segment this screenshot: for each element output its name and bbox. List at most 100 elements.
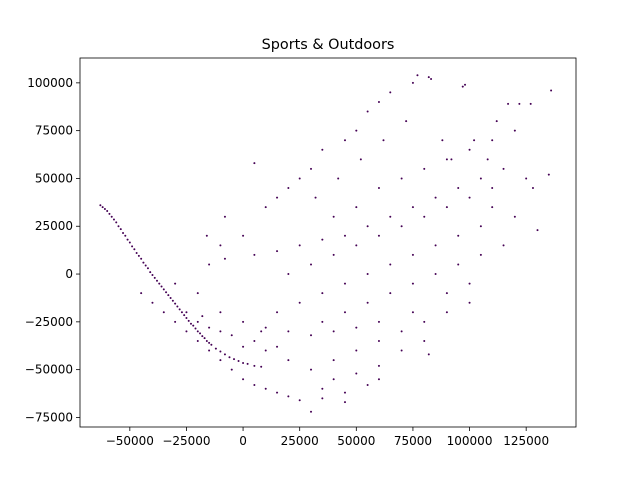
y-tick-label: −50000 (25, 363, 73, 377)
data-point (468, 148, 471, 151)
data-point (400, 349, 403, 352)
data-point (174, 320, 177, 323)
data-point (126, 238, 129, 241)
data-point (377, 320, 380, 323)
data-point (208, 263, 211, 266)
data-point (167, 294, 170, 297)
data-point (162, 311, 165, 314)
data-point (321, 397, 324, 400)
data-point (359, 158, 362, 161)
data-point (461, 85, 464, 88)
data-point (201, 315, 204, 318)
data-point (468, 282, 471, 285)
data-point (187, 319, 190, 322)
x-tick-label: 50000 (337, 434, 375, 448)
data-point (99, 204, 102, 207)
data-point (513, 129, 516, 132)
data-point (377, 378, 380, 381)
data-point (196, 339, 199, 342)
data-point (355, 206, 358, 209)
data-point (171, 299, 174, 302)
data-point (366, 225, 369, 228)
data-point (468, 196, 471, 199)
data-point (196, 330, 199, 333)
y-tick-label: 75000 (35, 124, 73, 138)
data-point (343, 311, 346, 314)
data-point (264, 206, 267, 209)
data-point (434, 244, 437, 247)
data-point (178, 308, 181, 311)
data-point (162, 288, 165, 291)
data-point (427, 353, 430, 356)
x-axis: −50000 −25000 0 25000 50000 75000 100000 125000 (106, 427, 549, 448)
data-point (389, 263, 392, 266)
data-point (310, 334, 313, 337)
plot-area (80, 58, 576, 427)
data-point (445, 292, 448, 295)
data-point (276, 311, 279, 314)
data-point (219, 311, 222, 314)
data-point (151, 274, 154, 276)
data-point (194, 327, 197, 330)
data-point (377, 187, 380, 190)
data-point (423, 339, 426, 342)
data-point (253, 383, 256, 386)
y-tick-label: 0 (65, 267, 73, 281)
data-point (366, 110, 369, 113)
plot-frame (79, 57, 577, 428)
data-point (287, 330, 290, 333)
data-point (389, 292, 392, 295)
data-point (287, 395, 290, 398)
data-point (276, 250, 279, 253)
data-point (332, 378, 335, 381)
data-point (355, 129, 358, 132)
data-point (298, 177, 301, 180)
data-point (242, 361, 245, 364)
data-point (411, 81, 414, 84)
data-point (366, 383, 369, 386)
data-point (112, 218, 115, 221)
data-point (264, 387, 267, 390)
data-point (321, 387, 324, 390)
data-point (142, 261, 145, 264)
y-tick-label: −75000 (25, 410, 73, 424)
data-point (321, 238, 324, 241)
data-point (183, 314, 186, 317)
data-point (434, 273, 437, 276)
data-point (223, 353, 226, 356)
data-point (411, 206, 414, 209)
data-point (208, 349, 211, 352)
data-point (310, 167, 313, 170)
data-point (298, 399, 301, 402)
data-point (287, 273, 290, 276)
data-point (242, 234, 245, 237)
data-point (149, 271, 152, 274)
data-point (468, 301, 471, 304)
data-point (479, 177, 482, 180)
data-point (423, 215, 426, 218)
data-point (430, 78, 433, 81)
data-point (502, 167, 505, 170)
data-point (479, 253, 482, 256)
data-point (536, 229, 539, 232)
data-point (210, 343, 213, 346)
data-point (486, 158, 489, 161)
data-point (253, 364, 256, 367)
data-point (128, 241, 131, 244)
data-point (219, 359, 222, 362)
data-points (99, 74, 553, 413)
data-point (108, 212, 111, 215)
data-point (513, 215, 516, 218)
data-point (416, 74, 419, 77)
data-point (185, 317, 188, 320)
data-point (550, 89, 553, 92)
data-point (115, 221, 118, 224)
data-point (547, 173, 550, 176)
data-point (124, 234, 127, 237)
data-point (343, 391, 346, 394)
data-point (131, 245, 134, 248)
data-point (427, 76, 430, 79)
data-point (253, 253, 256, 256)
data-point (208, 326, 211, 329)
data-point (165, 291, 168, 294)
